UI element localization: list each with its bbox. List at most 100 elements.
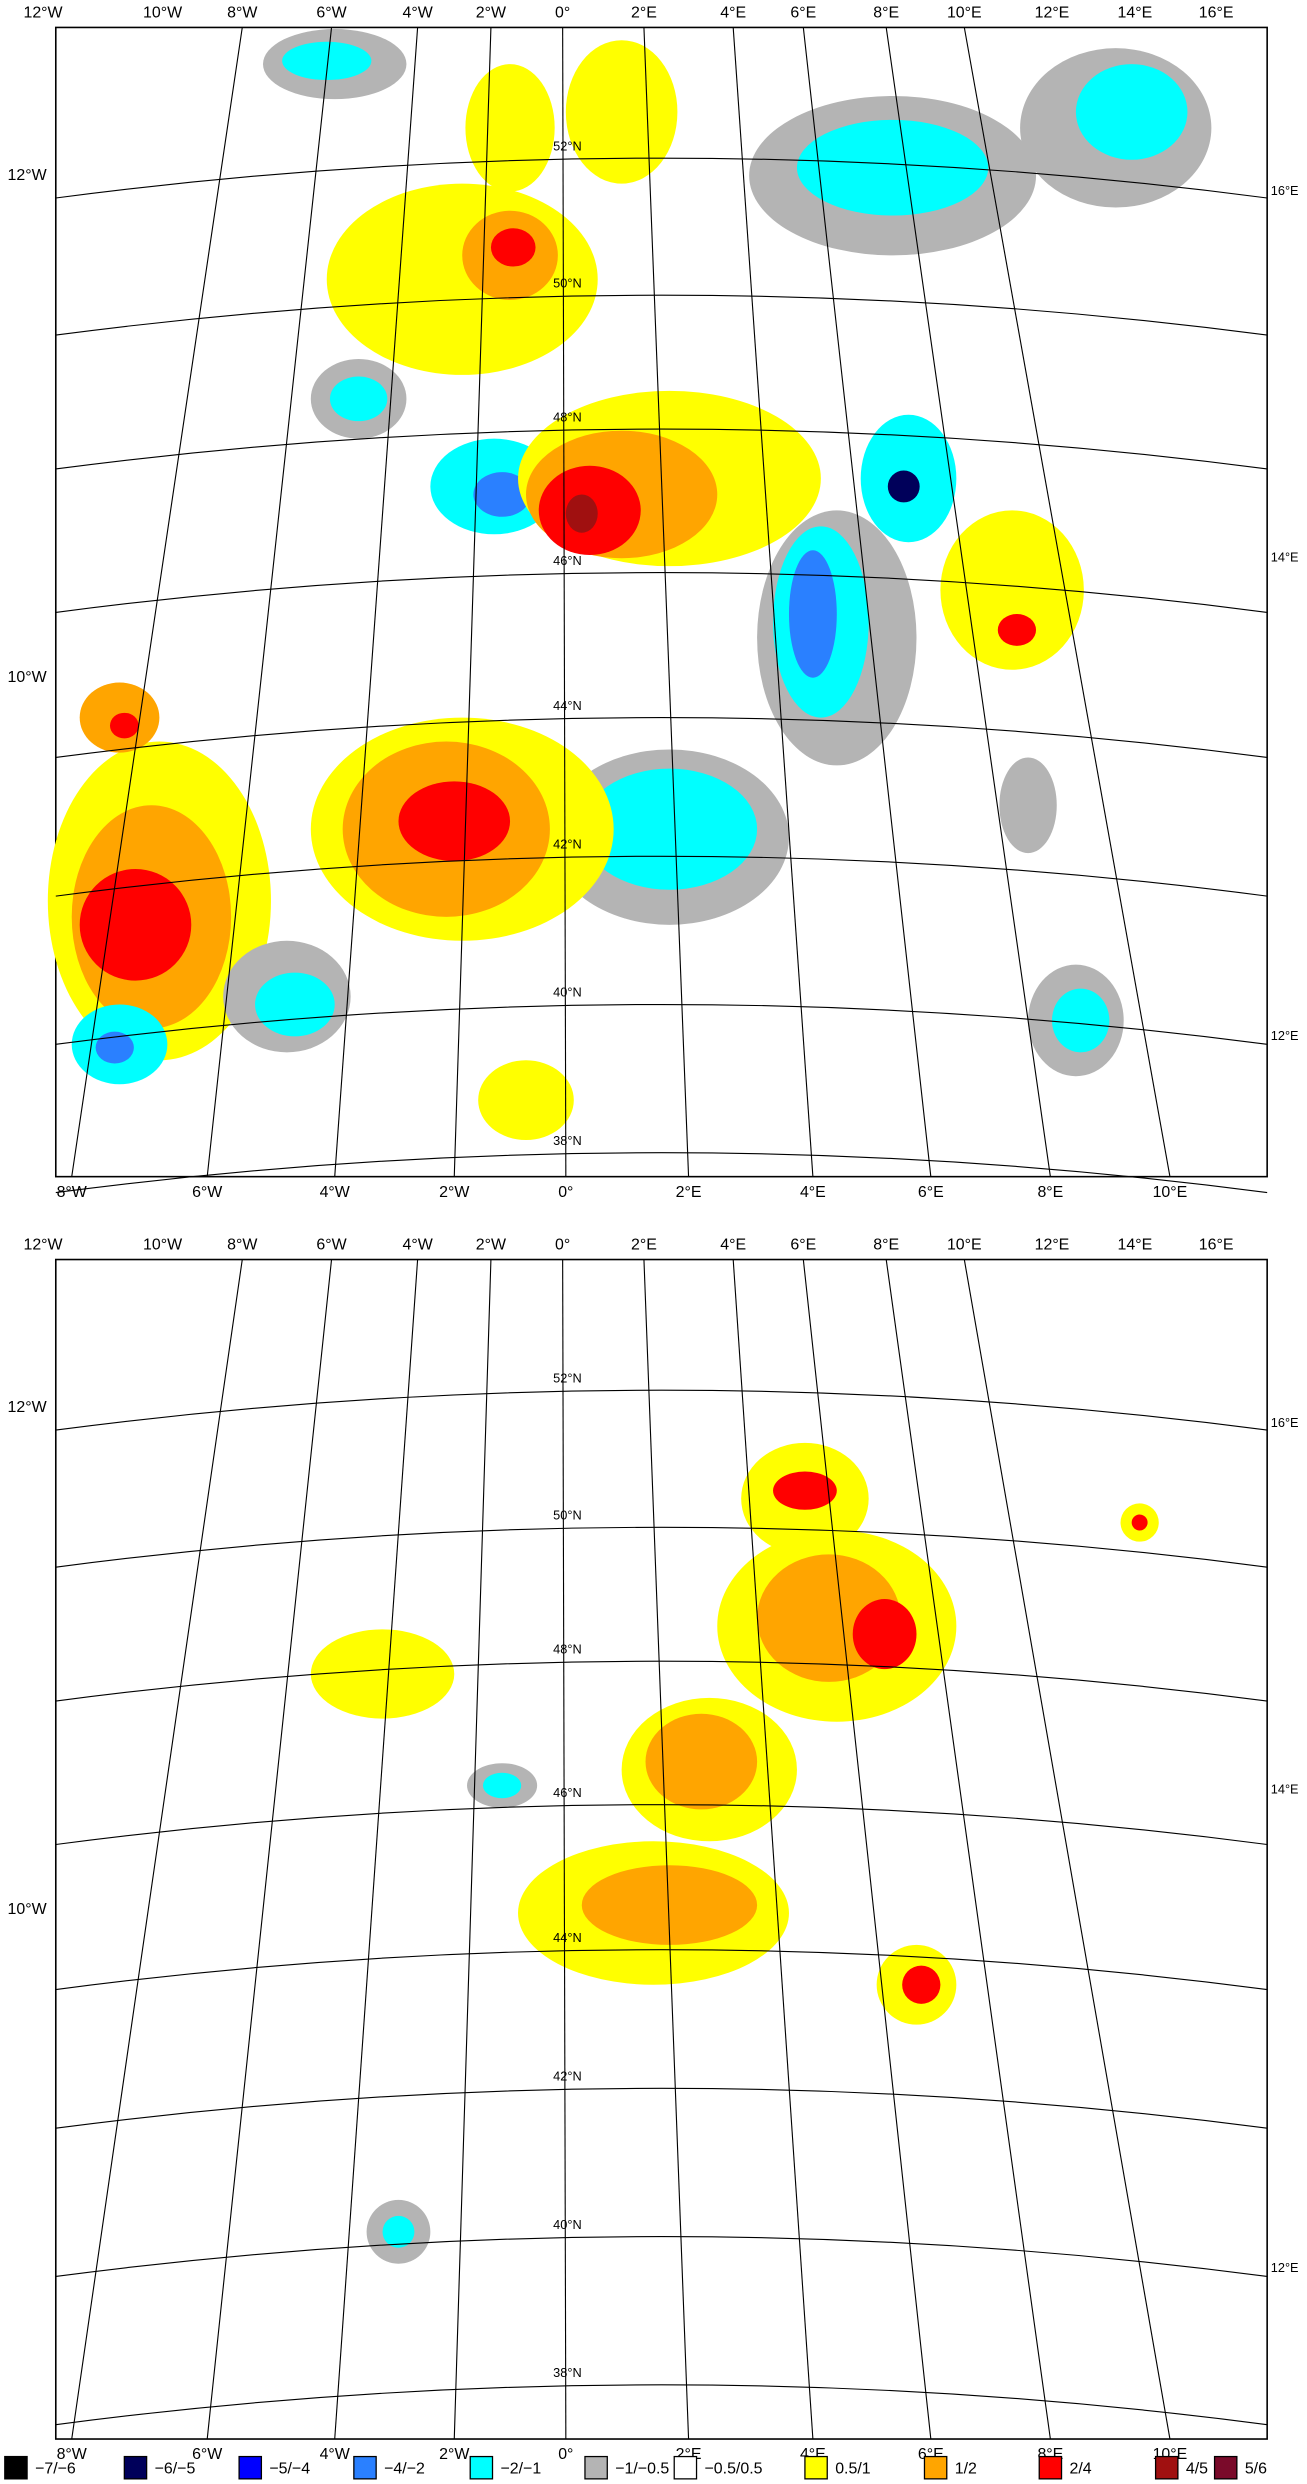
top-label: 12°E [1035, 4, 1070, 21]
top-label: 8°W [227, 1236, 257, 1253]
top-label: 8°E [873, 1236, 899, 1253]
meridian [885, 1259, 1051, 2440]
bottom-label: 6°W [192, 1184, 222, 1201]
top-label: 10°E [947, 1236, 982, 1253]
lat-label: 46°N [553, 1785, 582, 1800]
meridian [453, 27, 492, 1177]
legend-swatch [1154, 2455, 1179, 2480]
bottom-label: 6°E [918, 1184, 944, 1201]
top-label: 10°W [143, 4, 182, 21]
meridian [643, 1259, 690, 2440]
left-label: 12°W [8, 1399, 47, 1416]
legend-swatch [1038, 2455, 1063, 2480]
left-label: 12°W [8, 167, 47, 184]
legend-label: −5/−4 [269, 2461, 310, 2478]
anomaly-field [47, 29, 1212, 1140]
right-label: 12°E [1271, 2260, 1299, 2275]
parallel [55, 1804, 1268, 1846]
top-label: 12°E [1035, 1236, 1070, 1253]
bottom-label: 2°W [439, 2446, 469, 2463]
lat-label: 52°N [553, 1370, 582, 1385]
bottom-label: 2°W [439, 1184, 469, 1201]
lat-label: 40°N [553, 2217, 582, 2232]
lat-label: 42°N [553, 836, 582, 851]
lat-label: 44°N [553, 698, 582, 713]
meridian [963, 27, 1171, 1177]
legend-label: 5/6 [1245, 2461, 1267, 2478]
legend-swatch [469, 2455, 494, 2480]
top-label: 2°W [476, 1236, 506, 1253]
top-label: 14°E [1118, 4, 1153, 21]
top-label: 4°W [402, 1236, 432, 1253]
legend-label: −1/−0.5 [615, 2461, 669, 2478]
legend-label: −2/−1 [500, 2461, 541, 2478]
meridian [206, 1259, 333, 2440]
legend-swatch [4, 2455, 28, 2480]
bottom-label: 0° [558, 1184, 573, 1201]
lat-label: 50°N [553, 275, 582, 290]
meridian [562, 1259, 567, 2440]
parallel [55, 1389, 1268, 1431]
legend-label: −0.5/0.5 [705, 2461, 763, 2478]
lat-label: 38°N [553, 1133, 582, 1148]
parallel [55, 428, 1268, 470]
top-label: 8°W [227, 4, 257, 21]
legend-label: 2/4 [1070, 2461, 1092, 2478]
meridian [802, 27, 932, 1177]
lat-label: 42°N [553, 2069, 582, 2084]
top-label: 8°E [873, 4, 899, 21]
meridian [802, 1259, 932, 2440]
legend-swatch [1213, 2455, 1238, 2480]
right-label: 14°E [1271, 550, 1299, 565]
legend-label: 1/2 [955, 2461, 977, 2478]
parallel [55, 157, 1268, 199]
parallel [55, 1003, 1268, 1045]
bottom-label: 2°E [676, 1184, 702, 1201]
meridian [334, 1259, 419, 2440]
top-label: 6°W [316, 1236, 346, 1253]
graticule [55, 27, 1268, 1194]
meridian [963, 1259, 1171, 2440]
meridian [643, 27, 690, 1177]
parallel [55, 2087, 1268, 2129]
bottom-label: 0° [558, 2446, 573, 2463]
top-label: 14°E [1118, 1236, 1153, 1253]
top-label: 4°E [720, 1236, 746, 1253]
top-label: 16°E [1199, 4, 1234, 21]
legend-swatch [923, 2455, 948, 2480]
legend-swatch [804, 2455, 828, 2480]
legend-swatch [123, 2455, 148, 2480]
parallel [55, 2384, 1268, 2426]
top-label: 6°E [790, 4, 816, 21]
legend-label: −6/−5 [155, 2461, 196, 2478]
top-label: 12°W [23, 1236, 62, 1253]
meridian [71, 27, 243, 1177]
anomaly-field [310, 1442, 1159, 2264]
right-label: 16°E [1271, 183, 1299, 198]
bottom-label: 4°E [800, 1184, 826, 1201]
top-label: 10°E [947, 4, 982, 21]
bottom-label: 8°W [57, 2446, 87, 2463]
right-label: 12°E [1271, 1028, 1299, 1043]
legend-swatch [353, 2455, 377, 2480]
lat-label: 48°N [553, 1641, 582, 1656]
bottom-label: 6°W [192, 2446, 222, 2463]
top-label: 0° [555, 1236, 570, 1253]
lat-label: 44°N [553, 1930, 582, 1945]
legend-swatch [238, 2455, 263, 2480]
graticule [55, 1259, 1268, 2440]
legend-swatch [584, 2455, 608, 2480]
top-label: 10°W [143, 1236, 182, 1253]
left-label: 10°W [8, 669, 47, 686]
parallel [55, 294, 1268, 336]
bottom-label: 4°W [320, 1184, 350, 1201]
bottom-label: 8°W [57, 1184, 87, 1201]
legend-label: −7/−6 [35, 2461, 76, 2478]
lat-label: 48°N [553, 409, 582, 424]
top-label: 2°E [631, 4, 657, 21]
parallel [55, 1949, 1268, 1991]
top-label: 0° [555, 4, 570, 21]
parallel [55, 855, 1268, 897]
parallel [55, 2236, 1268, 2277]
bottom-label: 4°W [320, 2446, 350, 2463]
